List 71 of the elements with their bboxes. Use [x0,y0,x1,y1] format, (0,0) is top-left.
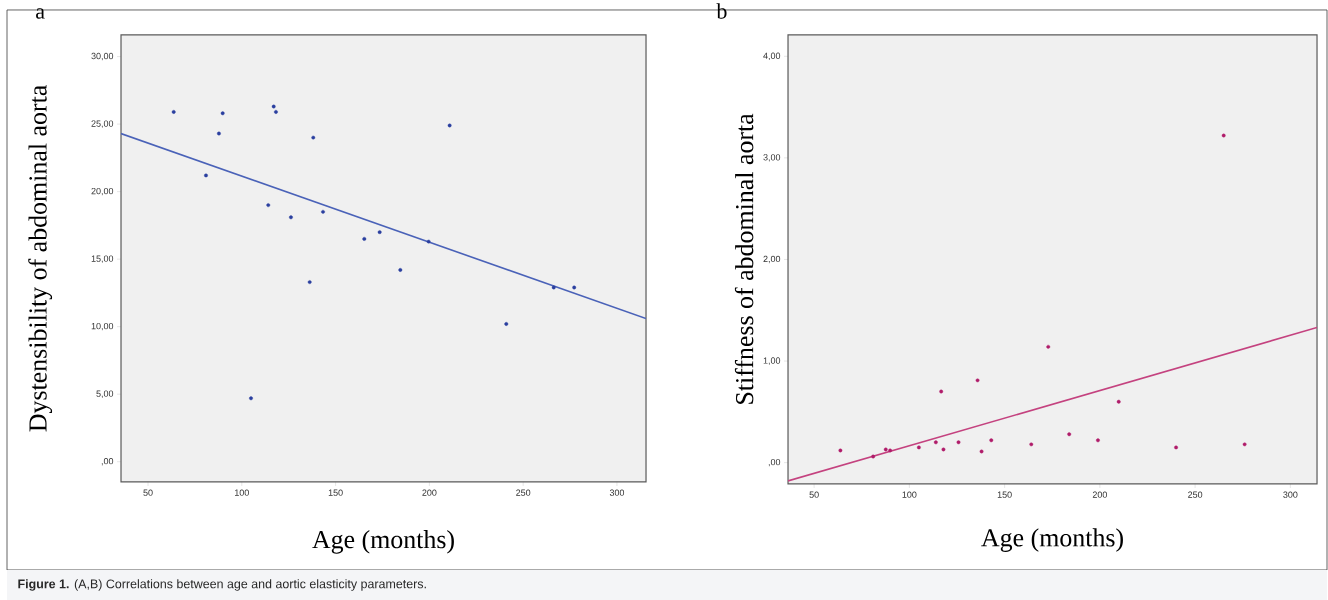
x-tick-label: 50 [143,489,153,496]
point [204,173,208,178]
point [321,209,325,214]
x-tick-label: 150 [328,489,343,496]
y-tick-label: 10,00 [91,322,114,331]
y-tick-label: 5,00 [96,390,114,398]
point [447,123,452,128]
y-axis-title: Stiffness of abdominal aorta [734,113,754,404]
text: Figure 1. (A,B) Correlations between age and aortic elasticity parameters. [18,579,426,591]
point [377,230,382,235]
x-tick-label: 250 [1188,491,1203,498]
point [871,454,876,459]
point [989,438,994,443]
point [220,111,225,116]
point [551,285,556,290]
point [838,448,843,453]
y-tick-label: 2,00 [763,255,781,264]
point [249,396,253,401]
point [307,280,312,285]
point [933,440,938,445]
point [956,440,961,445]
y-tick-label: 30,00 [91,52,114,61]
point [171,110,176,114]
point [289,215,293,220]
x-tick-label: 150 [997,491,1012,498]
x-tick-label: 100 [235,489,249,496]
x-tick-label: 250 [516,489,531,496]
point [941,447,946,452]
point [1116,399,1121,404]
y-tick-label: ,00 [768,458,781,467]
point [266,203,271,208]
point [979,449,984,454]
x-axis-title: Age (months) [981,528,1123,552]
x-tick-label: 300 [1283,491,1298,498]
point [1046,344,1051,349]
y-axis-title: Dystensibility of abdominal aorta [28,85,53,432]
point [362,237,367,241]
x-tick-label: 100 [902,491,917,498]
point [883,447,888,452]
y-tick-label: 4,00 [763,52,781,61]
y-tick-label: 3,00 [763,154,781,162]
point [311,135,316,140]
point [975,378,980,383]
point [1096,438,1100,443]
x-tick-label: 300 [609,489,625,496]
y-tick-label: ,00 [101,458,114,466]
y-tick-label: 15,00 [91,255,114,263]
point [916,445,921,450]
point [1067,432,1072,437]
point [1221,133,1226,138]
chart-title: b [716,3,727,19]
point [504,322,509,326]
point [1242,442,1247,447]
point [426,239,431,244]
point [939,389,944,394]
point [398,268,403,272]
x-tick-label: 200 [1092,491,1107,498]
point [217,131,221,136]
x-axis-title: Age (months) [312,530,454,554]
x-tick-label: 50 [809,491,819,498]
chart-title: a [36,8,45,19]
y-tick-label: 25,00 [91,120,114,128]
point [1029,442,1034,447]
point [572,285,577,290]
point [271,104,276,109]
point [274,110,278,114]
y-tick-label: 20,00 [91,187,114,196]
point [888,448,893,453]
x-tick-label: 200 [422,489,437,496]
y-tick-label: 1,00 [763,357,781,365]
point [1174,445,1178,450]
